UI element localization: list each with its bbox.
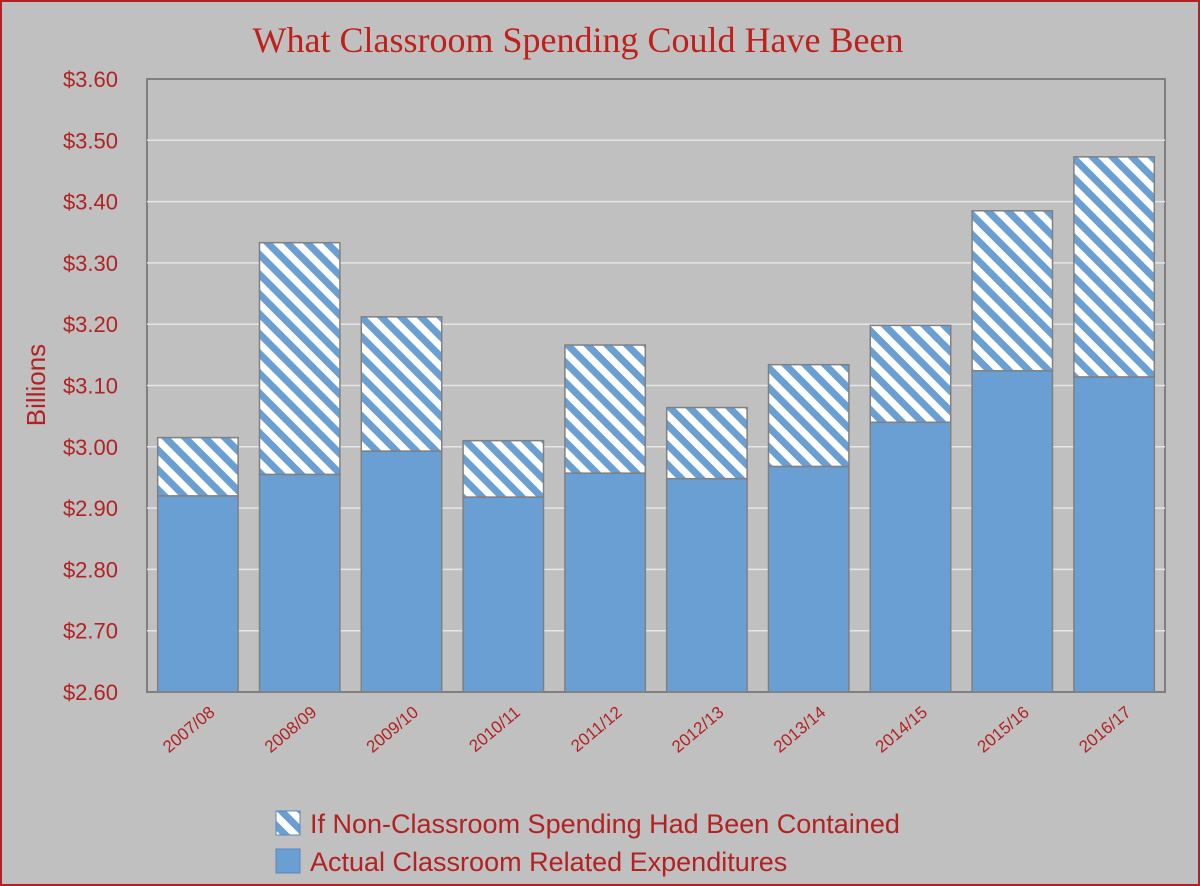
y-tick-label: $3.20 bbox=[63, 312, 118, 337]
y-tick-label: $2.70 bbox=[63, 619, 118, 644]
bar-contained bbox=[564, 344, 647, 474]
bar-contained bbox=[1073, 156, 1156, 378]
bar-actual bbox=[767, 465, 850, 693]
x-tick-label: 2016/17 bbox=[1075, 703, 1134, 757]
x-tick-label: 2007/08 bbox=[159, 703, 218, 757]
bar-actual bbox=[665, 477, 748, 693]
bar-contained bbox=[665, 406, 748, 480]
chart-title: What Classroom Spending Could Have Been bbox=[253, 20, 904, 60]
bar-actual bbox=[1073, 376, 1156, 693]
bars bbox=[156, 156, 1156, 693]
y-tick-label: $2.80 bbox=[63, 557, 118, 582]
y-tick-label: $3.10 bbox=[63, 374, 118, 399]
y-tick-label: $2.90 bbox=[63, 496, 118, 521]
bar-actual bbox=[258, 473, 341, 693]
bar-actual bbox=[462, 496, 545, 693]
x-tick-label: 2014/15 bbox=[872, 703, 931, 757]
legend-swatch-contained bbox=[275, 810, 301, 836]
legend-swatch-actual bbox=[275, 848, 301, 874]
legend-label-actual: Actual Classroom Related Expenditures bbox=[310, 847, 787, 877]
legend: If Non-Classroom Spending Had Been Conta… bbox=[275, 809, 900, 877]
bar-contained bbox=[360, 316, 443, 452]
y-axis-label: Billions bbox=[21, 344, 51, 426]
legend-label-contained: If Non-Classroom Spending Had Been Conta… bbox=[310, 809, 900, 839]
y-tick-label: $3.40 bbox=[63, 190, 118, 215]
bar-actual bbox=[564, 472, 647, 693]
y-axis-tick-labels: $2.60 $2.70 $2.80 $2.90 $3.00 $3.10 $3.20 $3.30… bbox=[63, 67, 118, 705]
y-tick-label: $3.30 bbox=[63, 251, 118, 276]
bar-contained bbox=[869, 324, 952, 424]
x-tick-label: 2008/09 bbox=[261, 703, 320, 757]
x-axis-tick-labels: 2007/08 2008/09 2009/10 2010/11 2011/12 2012/… bbox=[159, 703, 1134, 757]
bar-actual bbox=[869, 421, 952, 693]
bar-contained bbox=[462, 439, 545, 498]
bar-contained bbox=[971, 210, 1054, 372]
y-tick-label: $3.50 bbox=[63, 128, 118, 153]
bar-actual bbox=[360, 450, 443, 693]
bar-contained bbox=[156, 436, 239, 497]
y-tick-label: $3.60 bbox=[63, 67, 118, 92]
x-tick-label: 2013/14 bbox=[770, 703, 829, 757]
x-tick-label: 2015/16 bbox=[974, 703, 1033, 757]
bar-actual bbox=[971, 370, 1054, 693]
bar-contained bbox=[767, 363, 850, 468]
y-tick-label: $2.60 bbox=[63, 680, 118, 705]
bar-actual bbox=[156, 495, 239, 693]
y-tick-label: $3.00 bbox=[63, 435, 118, 460]
x-tick-label: 2010/11 bbox=[466, 703, 524, 756]
x-tick-label: 2011/12 bbox=[567, 703, 625, 756]
bar-contained bbox=[258, 241, 341, 476]
x-tick-label: 2009/10 bbox=[363, 703, 422, 757]
x-tick-label: 2012/13 bbox=[668, 703, 727, 757]
